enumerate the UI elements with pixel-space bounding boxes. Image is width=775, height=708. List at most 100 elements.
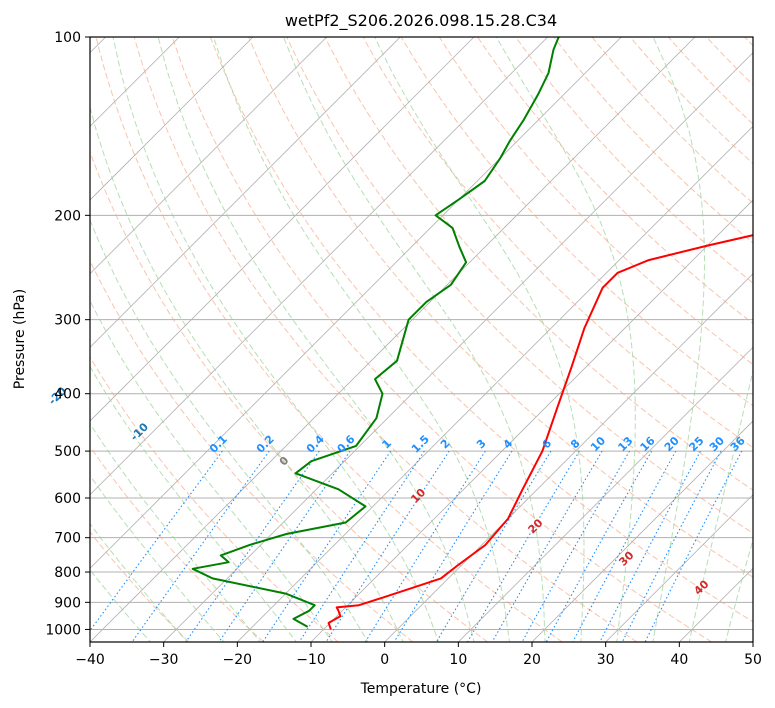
moist-adiabat-line	[90, 365, 298, 642]
isotherm-line	[90, 37, 327, 275]
dry-adiabat-line	[95, 37, 563, 642]
y-tick-label: 400	[54, 387, 81, 403]
dry-adiabat-line	[629, 37, 753, 165]
isotherm-line	[458, 346, 753, 642]
x-tick-label: 20	[523, 652, 541, 668]
dewpoint-line	[191, 37, 560, 628]
moist-adiabat-line	[213, 37, 510, 642]
mixing-ratio-line	[262, 450, 392, 642]
moist-adiabat-line	[652, 37, 706, 642]
mixing-ratio-label: 1	[379, 437, 394, 452]
moist-adiabat-label: 10	[408, 486, 428, 506]
isotherm-line	[163, 52, 753, 642]
axis-ticks: −40 −30 −20 −10 0 10 20 30 40 5010020030040050060…	[45, 30, 762, 668]
dry-adiabat-line	[591, 37, 753, 204]
y-tick-label: 600	[54, 491, 81, 507]
chart-title: wetPf2_S206.2026.098.15.28.C34	[285, 11, 557, 31]
moist-adiabat-label: 40	[691, 577, 711, 597]
moist-adiabat-label: 20	[526, 516, 546, 536]
dry-adiabat-line	[248, 37, 753, 578]
isotherm-line	[90, 37, 475, 422]
moist-adiabat-line	[90, 523, 189, 642]
mixing-ratio-line	[521, 450, 630, 642]
y-tick-label: 900	[54, 595, 81, 611]
y-tick-label: 1000	[45, 622, 81, 638]
mixing-ratio-label: 0.1	[207, 433, 230, 456]
dry-adiabat-line	[286, 37, 753, 534]
moist-adiabat-line	[374, 37, 585, 642]
x-tick-label: −10	[296, 652, 326, 668]
mixing-ratio-label: 8	[568, 437, 583, 452]
dry-adiabat-line	[210, 37, 753, 623]
dry-adiabat-line	[133, 37, 638, 642]
profile-lines	[191, 37, 753, 630]
mixing-ratio-line	[364, 450, 486, 642]
moist-adiabat-line	[495, 37, 636, 642]
dry-adiabat-line	[90, 356, 339, 642]
mixing-ratio-line	[435, 450, 552, 642]
mixing-ratio-line	[466, 450, 580, 642]
moist-adiabat-line	[688, 368, 753, 642]
isotherm-line	[237, 125, 753, 642]
isotherm-line	[90, 37, 548, 496]
y-tick-label: 700	[54, 531, 81, 547]
x-tick-label: −20	[223, 652, 253, 668]
y-tick-label: 800	[54, 565, 81, 581]
x-tick-label: −40	[75, 652, 105, 668]
dry-adiabat-line	[90, 259, 414, 642]
moist-adiabat-line	[90, 218, 369, 642]
mixing-ratio-line	[621, 450, 722, 642]
dry-adiabat-line	[477, 37, 753, 325]
dry-adiabat-line	[515, 37, 753, 284]
dry-adiabat-line	[400, 37, 753, 407]
isotherm-line	[605, 494, 753, 642]
mixing-ratio-label: 3	[474, 437, 489, 452]
plot-frame	[89, 36, 754, 643]
background-lines	[90, 37, 753, 642]
dry-adiabat-label: -10	[128, 420, 151, 443]
dry-adiabat-line	[706, 37, 753, 86]
moist-adiabat-line	[90, 474, 225, 642]
dry-adiabat-line	[553, 37, 753, 244]
mixing-ratio-line	[131, 450, 270, 642]
x-axis-label: Temperature (°C)	[360, 681, 482, 697]
isotherm-line	[679, 567, 753, 642]
mixing-ratio-label: 2	[438, 437, 453, 452]
x-tick-label: −30	[149, 652, 179, 668]
isotherm-line	[752, 641, 753, 642]
mixing-ratio-label: 0.4	[304, 432, 327, 455]
isotherm-line	[384, 273, 753, 642]
isotherm-line	[90, 37, 696, 642]
isotherm-line	[90, 37, 254, 201]
dry-adiabat-line	[744, 37, 753, 47]
moist-adiabat-line	[90, 105, 404, 642]
isotherm-line	[90, 37, 401, 348]
mixing-ratio-line	[393, 450, 513, 642]
mixing-ratio-line	[572, 450, 677, 642]
isotherm-line	[90, 37, 622, 569]
isotherm-line	[531, 420, 753, 642]
x-tick-label: 10	[449, 652, 467, 668]
temperature-line	[327, 234, 753, 630]
moist-adiabat-line	[725, 537, 753, 642]
y-tick-label: 100	[54, 30, 81, 46]
mixing-ratio-line	[599, 450, 701, 642]
x-tick-label: 40	[670, 652, 688, 668]
moist-adiabat-line	[90, 569, 152, 642]
mixing-ratio-line	[644, 450, 743, 642]
x-tick-label: 30	[597, 652, 615, 668]
mixing-ratio-line	[491, 450, 603, 642]
moist-adiabat-line	[283, 37, 546, 642]
dry-adiabat-line	[362, 37, 753, 449]
moist-adiabat-line	[157, 37, 475, 642]
x-tick-label: 0	[380, 652, 389, 668]
moist-adiabat-line	[112, 37, 440, 642]
moist-adiabat-label: 30	[616, 549, 636, 569]
dry-adiabat-line	[324, 37, 753, 491]
mixing-ratio-label: 0.2	[254, 433, 277, 456]
moist-adiabat-line	[90, 299, 333, 642]
mixing-ratio-line	[325, 450, 450, 642]
y-tick-label: 200	[54, 208, 81, 224]
moist-adiabat-line	[90, 422, 261, 642]
